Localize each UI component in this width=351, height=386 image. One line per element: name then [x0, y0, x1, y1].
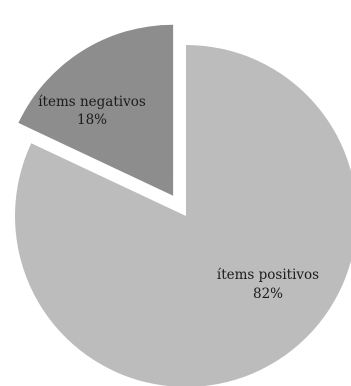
label-negativos-name: ítems negativos — [38, 94, 146, 110]
label-positivos-name: ítems positivos — [217, 267, 319, 283]
label-negativos-pct: 18% — [77, 112, 107, 128]
label-items-negativos: ítems negativos 18% — [38, 94, 146, 128]
label-items-positivos: ítems positivos 82% — [217, 267, 319, 302]
label-positivos-pct: 82% — [253, 286, 283, 302]
slice-items-positivos — [14, 45, 351, 386]
slice-items-negativos — [18, 24, 174, 196]
